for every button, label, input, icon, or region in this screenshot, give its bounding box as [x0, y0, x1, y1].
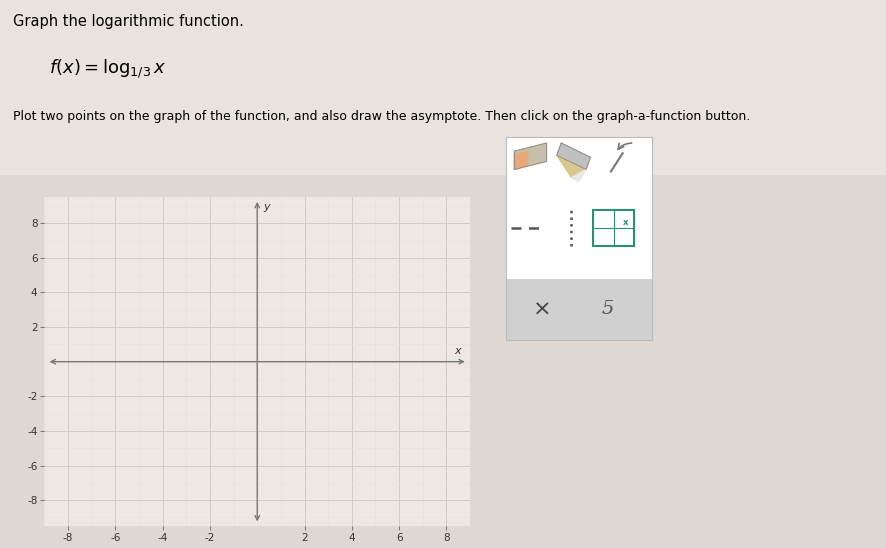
- Text: x: x: [622, 218, 627, 227]
- Text: y: y: [263, 202, 269, 213]
- Bar: [593, 210, 633, 247]
- Text: Plot two points on the graph of the function, and also draw the asymptote. Then : Plot two points on the graph of the func…: [13, 110, 750, 123]
- Polygon shape: [514, 143, 546, 169]
- Polygon shape: [514, 151, 527, 169]
- Polygon shape: [571, 169, 586, 181]
- Text: $\mathit{f}(\mathit{x})=\log_{1/3}\mathit{x}$: $\mathit{f}(\mathit{x})=\log_{1/3}\mathi…: [49, 58, 166, 80]
- Polygon shape: [556, 143, 590, 169]
- Text: 5: 5: [602, 300, 613, 318]
- Polygon shape: [556, 155, 586, 178]
- Text: ×: ×: [532, 299, 551, 319]
- Text: x: x: [454, 346, 460, 356]
- Bar: [505, 279, 651, 340]
- Text: Graph the logarithmic function.: Graph the logarithmic function.: [13, 14, 244, 28]
